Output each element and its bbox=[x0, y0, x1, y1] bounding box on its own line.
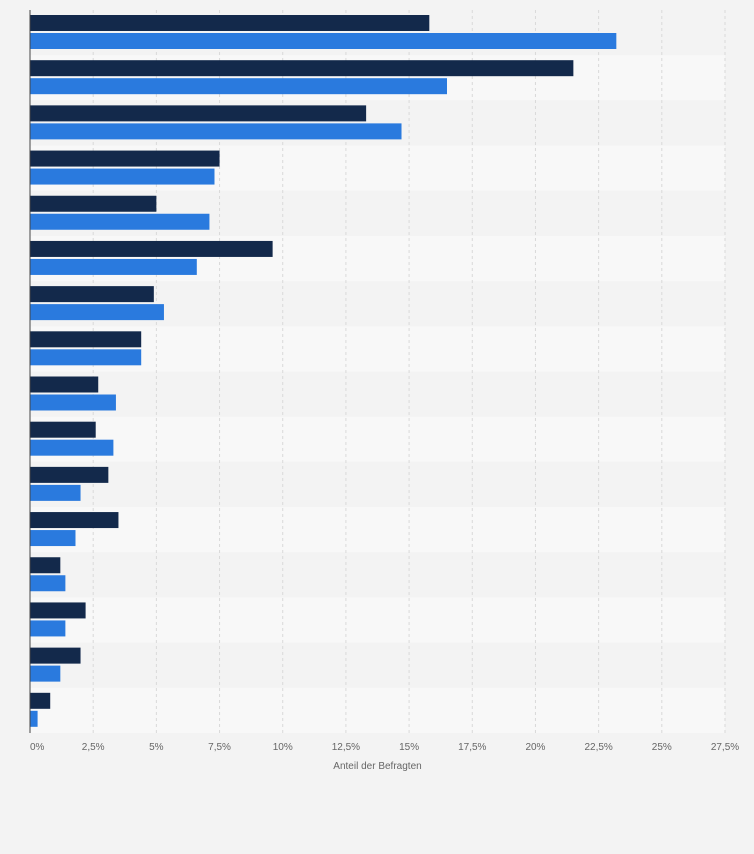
x-tick-labels: 0% 2,5% 5% 7,5% 10% 12,5% 15% 17,5% 20% 22,5% 25% 2… bbox=[30, 742, 739, 753]
bar[interactable] bbox=[30, 394, 116, 411]
bar[interactable] bbox=[30, 105, 367, 122]
x-tick-label: 15% bbox=[399, 742, 419, 753]
bar[interactable] bbox=[30, 331, 142, 348]
bar[interactable] bbox=[30, 512, 119, 529]
bars bbox=[30, 15, 617, 727]
x-tick-label: 12,5% bbox=[332, 742, 360, 753]
bar[interactable] bbox=[30, 150, 220, 167]
bar[interactable] bbox=[30, 602, 86, 619]
x-tick-label: 20% bbox=[525, 742, 545, 753]
bar[interactable] bbox=[30, 421, 96, 438]
bar[interactable] bbox=[30, 213, 210, 230]
bar[interactable] bbox=[30, 195, 157, 212]
x-axis-label: Anteil der Befragten bbox=[333, 761, 421, 772]
bar[interactable] bbox=[30, 647, 81, 664]
bar[interactable] bbox=[30, 168, 215, 185]
bar[interactable] bbox=[30, 439, 114, 456]
bar[interactable] bbox=[30, 575, 66, 592]
row-band bbox=[30, 642, 725, 688]
row-band bbox=[30, 416, 725, 462]
bar[interactable] bbox=[30, 349, 142, 366]
bar[interactable] bbox=[30, 484, 81, 501]
row-band bbox=[30, 371, 725, 417]
bar[interactable] bbox=[30, 620, 66, 637]
bar[interactable] bbox=[30, 557, 61, 574]
x-tick-label: 5% bbox=[149, 742, 164, 753]
bar[interactable] bbox=[30, 33, 617, 49]
x-tick-label: 0% bbox=[30, 742, 45, 753]
row-band bbox=[30, 507, 725, 553]
bar[interactable] bbox=[30, 60, 574, 77]
x-tick-label: 10% bbox=[273, 742, 293, 753]
bar[interactable] bbox=[30, 240, 273, 257]
x-tick-label: 17,5% bbox=[458, 742, 486, 753]
bar[interactable] bbox=[30, 710, 38, 727]
row-bands bbox=[30, 10, 725, 733]
x-tick-label: 27,5% bbox=[711, 742, 739, 753]
bar[interactable] bbox=[30, 15, 430, 31]
bar[interactable] bbox=[30, 123, 402, 140]
x-tick-label: 2,5% bbox=[82, 742, 105, 753]
bar[interactable] bbox=[30, 258, 197, 275]
x-tick-label: 7,5% bbox=[208, 742, 231, 753]
row-band bbox=[30, 552, 725, 598]
row-band bbox=[30, 461, 725, 508]
bar[interactable] bbox=[30, 466, 109, 483]
bar[interactable] bbox=[30, 304, 164, 321]
bar[interactable] bbox=[30, 78, 447, 95]
bar[interactable] bbox=[30, 692, 51, 709]
row-band bbox=[30, 687, 725, 733]
bar[interactable] bbox=[30, 376, 99, 393]
x-tick-label: 22,5% bbox=[584, 742, 612, 753]
row-band bbox=[30, 597, 725, 643]
x-tick-label: 25% bbox=[652, 742, 672, 753]
row-band bbox=[30, 326, 725, 372]
bar[interactable] bbox=[30, 665, 61, 682]
bar[interactable] bbox=[30, 530, 76, 547]
bar[interactable] bbox=[30, 286, 154, 303]
